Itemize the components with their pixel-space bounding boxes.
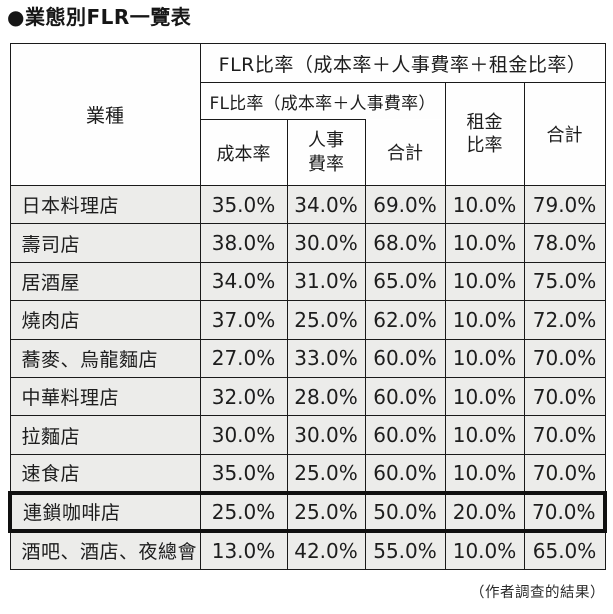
cell-fl-subtotal: 60.0%	[364, 415, 446, 455]
cell-business-type: 連鎖咖啡店	[8, 490, 201, 534]
table-row-fast-food: 速食店 35.0% 25.0% 60.0% 10.0% 70.0%	[9, 453, 606, 494]
cell-labor-ratio: 30.0%	[286, 415, 366, 455]
header-row-flr: 業種 FLR比率（成本率＋人事費率＋租金比率）	[9, 43, 606, 186]
cell-grand-total: 70.0%	[523, 338, 606, 378]
cell-cost-ratio: 35.0%	[199, 453, 288, 494]
flr-ratio-table: 業種 FLR比率（成本率＋人事費率＋租金比率） FL比率（成本率＋人事費率） 租…	[8, 43, 608, 570]
cell-rent-ratio: 10.0%	[444, 184, 525, 225]
cell-business-type: 酒吧、酒店、夜總會	[9, 530, 201, 570]
cell-cost-ratio: 30.0%	[199, 415, 288, 455]
cell-fl-subtotal: 60.0%	[364, 338, 446, 378]
col-header-labor-ratio: 人事 費率	[286, 119, 366, 186]
cell-cost-ratio: 38.0%	[199, 223, 288, 263]
cell-rent-ratio: 10.0%	[444, 415, 525, 455]
cell-labor-ratio: 42.0%	[286, 530, 366, 570]
col-header-business-type: 業種	[9, 43, 201, 186]
table-row-sushi-shop: 壽司店 38.0% 30.0% 68.0% 10.0% 78.0%	[9, 223, 606, 263]
cell-fl-subtotal: 68.0%	[364, 223, 446, 263]
table-header: 業種 FLR比率（成本率＋人事費率＋租金比率） FL比率（成本率＋人事費率） 租…	[9, 43, 606, 186]
cell-grand-total: 70.0%	[523, 415, 606, 455]
page-title: ●業態別FLR一覽表	[7, 5, 192, 29]
cell-fl-subtotal: 62.0%	[364, 300, 446, 340]
table-row-bar-nightclub: 酒吧、酒店、夜總會 13.0% 42.0% 55.0% 10.0% 65.0%	[9, 530, 606, 570]
cell-fl-subtotal: 50.0%	[364, 490, 446, 534]
cell-rent-ratio: 10.0%	[444, 376, 525, 417]
table-row-japanese-restaurant: 日本料理店 35.0% 34.0% 69.0% 10.0% 79.0%	[9, 184, 606, 225]
cell-cost-ratio: 34.0%	[199, 261, 288, 302]
cell-business-type: 日本料理店	[9, 184, 201, 225]
cell-grand-total: 70.0%	[523, 490, 608, 534]
cell-business-type: 燒肉店	[9, 300, 201, 340]
table-row-soba-udon: 蕎麥、烏龍麵店 27.0% 33.0% 60.0% 10.0% 70.0%	[9, 338, 606, 378]
col-header-flr-ratio: FLR比率（成本率＋人事費率＋租金比率）	[199, 43, 606, 83]
table-row-chain-coffee-shop-highlighted: 連鎖咖啡店 25.0% 25.0% 50.0% 20.0% 70.0%	[8, 490, 608, 534]
cell-business-type: 居酒屋	[9, 261, 201, 302]
header-row-sub: 成本率 人事 費率 合計	[10, 119, 605, 186]
cell-grand-total: 75.0%	[523, 261, 606, 302]
cell-business-type: 壽司店	[9, 223, 201, 263]
cell-grand-total: 72.0%	[523, 300, 606, 340]
cell-cost-ratio: 13.0%	[199, 530, 288, 570]
cell-rent-ratio: 10.0%	[444, 530, 525, 570]
cell-cost-ratio: 35.0%	[199, 184, 288, 225]
col-header-rent-ratio: 租金 比率	[444, 82, 525, 186]
cell-cost-ratio: 37.0%	[199, 300, 288, 340]
cell-business-type: 速食店	[9, 453, 201, 494]
col-header-cost-ratio: 成本率	[199, 119, 288, 186]
cell-labor-ratio: 34.0%	[286, 184, 366, 225]
table-row-ramen-shop: 拉麵店 30.0% 30.0% 60.0% 10.0% 70.0%	[9, 415, 606, 455]
table-row-izakaya: 居酒屋 34.0% 31.0% 65.0% 10.0% 75.0%	[9, 261, 606, 302]
cell-business-type: 蕎麥、烏龍麵店	[9, 338, 201, 378]
cell-labor-ratio: 25.0%	[286, 490, 366, 534]
cell-labor-ratio: 33.0%	[286, 338, 366, 378]
cell-rent-ratio: 20.0%	[444, 490, 525, 534]
table-body: 日本料理店 35.0% 34.0% 69.0% 10.0% 79.0% 壽司店 …	[8, 184, 608, 570]
col-header-fl-ratio: FL比率（成本率＋人事費率）	[199, 82, 446, 120]
cell-labor-ratio: 28.0%	[286, 376, 366, 417]
cell-labor-ratio: 31.0%	[286, 261, 366, 302]
table-row-yakiniku: 燒肉店 37.0% 25.0% 62.0% 10.0% 72.0%	[9, 300, 606, 340]
cell-rent-ratio: 10.0%	[444, 338, 525, 378]
cell-grand-total: 79.0%	[523, 184, 606, 225]
cell-labor-ratio: 25.0%	[286, 453, 366, 494]
col-header-fl-subtotal: 合計	[364, 119, 446, 186]
cell-fl-subtotal: 69.0%	[364, 184, 446, 225]
cell-business-type: 中華料理店	[9, 376, 201, 417]
cell-rent-ratio: 10.0%	[444, 261, 525, 302]
cell-business-type: 拉麵店	[9, 415, 201, 455]
cell-labor-ratio: 25.0%	[286, 300, 366, 340]
cell-fl-subtotal: 60.0%	[364, 453, 446, 494]
col-header-grand-total: 合計	[523, 82, 606, 186]
source-note: （作者調查的結果）	[470, 585, 605, 601]
cell-rent-ratio: 10.0%	[444, 300, 525, 340]
cell-cost-ratio: 27.0%	[199, 338, 288, 378]
cell-rent-ratio: 10.0%	[444, 223, 525, 263]
cell-cost-ratio: 25.0%	[199, 490, 288, 534]
cell-grand-total: 70.0%	[523, 453, 606, 494]
cell-cost-ratio: 32.0%	[199, 376, 288, 417]
cell-grand-total: 78.0%	[523, 223, 606, 263]
cell-fl-subtotal: 55.0%	[364, 530, 446, 570]
cell-labor-ratio: 30.0%	[286, 223, 366, 263]
table-row-chinese-restaurant: 中華料理店 32.0% 28.0% 60.0% 10.0% 70.0%	[9, 376, 606, 417]
cell-grand-total: 70.0%	[523, 376, 606, 417]
cell-grand-total: 65.0%	[523, 530, 606, 570]
cell-rent-ratio: 10.0%	[444, 453, 525, 494]
cell-fl-subtotal: 65.0%	[364, 261, 446, 302]
cell-fl-subtotal: 60.0%	[364, 376, 446, 417]
